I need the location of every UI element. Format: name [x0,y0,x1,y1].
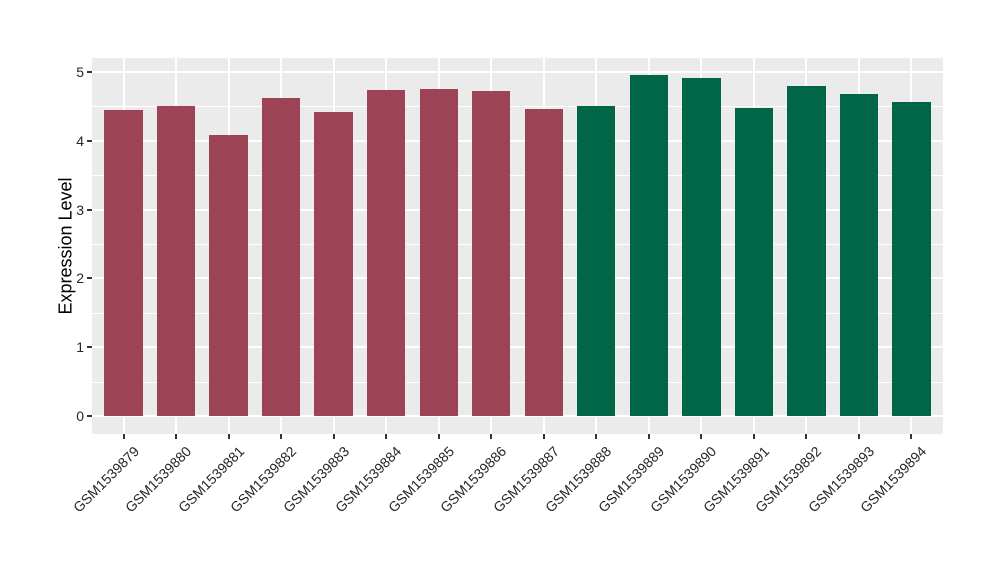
bar-GSM1539887 [524,108,563,417]
bar-GSM1539879 [104,109,143,417]
x-axis-tick [857,434,860,439]
bar-GSM1539888 [577,105,616,417]
x-axis-tick [122,434,125,439]
bar-GSM1539886 [472,91,511,417]
gridline-minor-y [92,381,943,383]
bar-GSM1539890 [682,77,721,417]
gridline-major-y [92,346,943,349]
x-axis-tick [175,434,178,439]
bar-GSM1539881 [209,135,248,417]
gridline-minor-y [92,243,943,245]
gridline-minor-y [92,106,943,108]
y-tick-label: 1 [76,339,84,356]
gridline-major-y [92,70,943,73]
bar-GSM1539880 [156,106,196,417]
bar-GSM1539883 [314,111,353,417]
y-tick-label: 4 [76,132,84,149]
y-tick-label: 3 [76,201,84,218]
x-axis-tick [437,434,440,439]
bar-GSM1539894 [892,102,931,417]
x-axis-tick [385,434,388,439]
x-axis-tick [490,434,493,439]
x-axis-tick [752,434,755,439]
x-axis-tick [332,434,335,439]
x-axis-tick [280,434,283,439]
y-tick-label: 5 [76,63,84,80]
gridline-minor-y [92,175,943,177]
y-axis-tick [87,139,92,142]
gridline-major-y [92,415,943,418]
bar-GSM1539884 [366,90,406,417]
bar-GSM1539892 [787,85,826,417]
bar-GSM1539891 [734,108,774,417]
gridline-major-y [92,139,943,142]
y-tick-label: 2 [76,270,84,287]
gridline-major-y [92,277,943,280]
y-tick-label: 0 [76,408,84,425]
plot-panel [92,58,943,434]
y-axis-tick [87,70,92,73]
x-axis-tick [647,434,650,439]
x-axis-tick [542,434,545,439]
gridline-major-y [92,208,943,211]
x-axis-tick [805,434,808,439]
bar-GSM1539885 [419,88,458,417]
bar-GSM1539882 [261,97,301,417]
x-axis-tick [595,434,598,439]
x-axis-tick [227,434,230,439]
y-axis-tick [87,346,92,349]
x-axis-tick [700,434,703,439]
bar-GSM1539889 [629,75,668,417]
x-axis-tick [910,434,913,439]
y-axis-tick [87,277,92,280]
y-axis-tick [87,415,92,418]
gridline-minor-y [92,312,943,314]
y-axis-title: Expression Level [55,177,76,315]
bar-GSM1539893 [839,94,879,417]
y-axis-tick [87,208,92,211]
